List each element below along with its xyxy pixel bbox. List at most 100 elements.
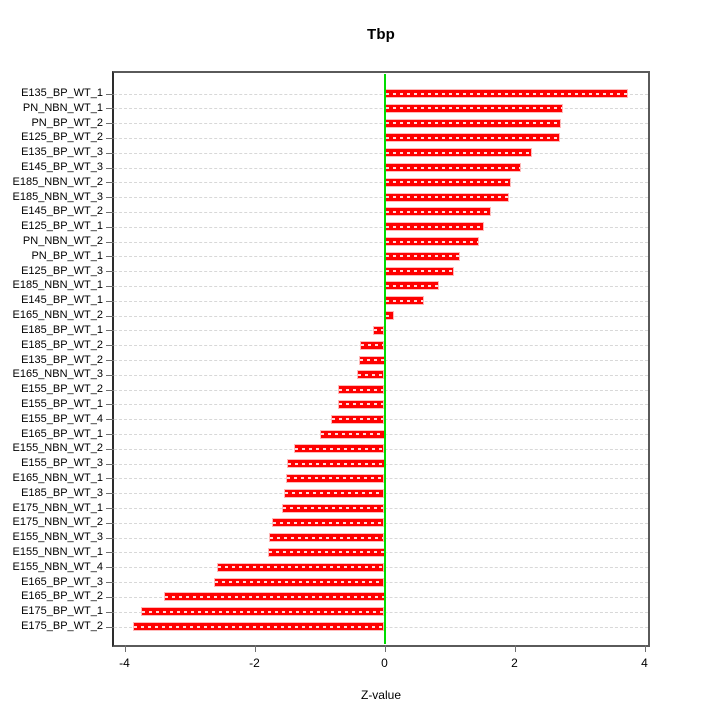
bar — [357, 370, 385, 380]
y-axis-tick — [106, 552, 114, 554]
x-axis-tick — [514, 645, 516, 652]
grid-line — [114, 271, 648, 273]
y-axis-label: E155_BP_WT_1 — [21, 397, 103, 410]
y-axis-label: E135_BP_WT_3 — [21, 146, 103, 159]
bar — [269, 533, 385, 543]
bar — [384, 237, 479, 247]
bar-dash-pattern — [359, 359, 384, 361]
y-axis-label: E185_BP_WT_2 — [21, 338, 103, 351]
grid-line — [114, 211, 648, 213]
y-axis-tick — [106, 434, 114, 436]
y-axis-tick — [106, 493, 114, 495]
y-axis-label: E175_BP_WT_2 — [21, 620, 103, 633]
bar-dash-pattern — [358, 373, 384, 376]
bar — [163, 592, 385, 602]
bar-dash-pattern — [133, 625, 384, 628]
bar — [132, 622, 385, 632]
bar-dash-pattern — [270, 536, 384, 539]
y-axis-label: E145_BP_WT_2 — [21, 205, 103, 218]
bar-dash-pattern — [385, 107, 563, 110]
bar-dash-pattern — [385, 181, 511, 184]
y-axis-tick — [106, 182, 114, 184]
grid-line — [114, 241, 648, 243]
bar-dash-pattern — [385, 210, 491, 213]
bar — [359, 340, 385, 350]
grid-line — [114, 182, 648, 184]
bar — [384, 281, 440, 291]
y-axis-label: E155_NBN_WT_1 — [12, 545, 104, 558]
grid-line — [114, 285, 648, 287]
bar-dash-pattern — [288, 462, 384, 465]
x-axis-tick — [254, 645, 256, 652]
y-axis-tick — [106, 271, 114, 273]
y-axis-tick — [106, 211, 114, 213]
bar-dash-pattern — [373, 329, 384, 332]
bar-dash-pattern — [339, 388, 384, 391]
y-axis-tick — [106, 374, 114, 376]
y-axis-label: E185_BP_WT_1 — [21, 323, 103, 336]
x-axis-tick-label: -2 — [249, 656, 260, 670]
x-axis-tick — [124, 645, 126, 652]
bar — [384, 118, 562, 128]
bar — [384, 163, 521, 173]
y-axis-tick — [106, 537, 114, 539]
bar — [337, 399, 385, 409]
y-axis-label: E165_BP_WT_1 — [21, 427, 103, 440]
y-axis-tick — [106, 508, 114, 510]
y-axis-tick — [106, 330, 114, 332]
bar — [141, 607, 385, 617]
bar-dash-pattern — [385, 299, 424, 302]
x-axis-tick-label: 2 — [511, 656, 518, 670]
y-axis-label: E175_NBN_WT_1 — [12, 501, 104, 514]
y-axis-tick — [106, 389, 114, 391]
grid-line — [114, 123, 648, 125]
grid-line — [114, 256, 648, 258]
y-axis-label: E155_NBN_WT_4 — [12, 560, 104, 573]
y-axis-label: E185_BP_WT_3 — [21, 486, 103, 499]
y-axis-tick — [106, 596, 114, 598]
y-axis-label: E145_BP_WT_1 — [21, 294, 103, 307]
x-axis-tick-label: 4 — [641, 656, 648, 670]
bar — [384, 266, 455, 276]
bar-dash-pattern — [331, 418, 384, 421]
y-axis-tick — [106, 315, 114, 317]
y-axis-label: E165_NBN_WT_3 — [12, 368, 104, 381]
y-axis-tick — [106, 123, 114, 125]
bar-dash-pattern — [142, 610, 384, 613]
grid-line — [114, 315, 648, 317]
y-axis-label: E185_NBN_WT_2 — [12, 175, 104, 188]
bar — [319, 429, 385, 439]
y-axis-tick — [106, 93, 114, 95]
x-axis-tick-label: 0 — [381, 656, 388, 670]
y-axis-label: E125_BP_WT_3 — [21, 264, 103, 277]
y-axis-tick — [106, 108, 114, 110]
bar-dash-pattern — [385, 284, 439, 287]
y-axis-label: E125_BP_WT_1 — [21, 220, 103, 233]
x-axis-tick — [644, 645, 646, 652]
bar-dash-pattern — [285, 492, 384, 495]
bar-dash-pattern — [295, 447, 384, 450]
y-axis-tick — [106, 478, 114, 480]
bar — [384, 296, 425, 306]
y-axis-label: E155_NBN_WT_3 — [12, 531, 104, 544]
y-axis-label: PN_NBN_WT_1 — [22, 101, 103, 114]
chart-title: Tbp — [366, 26, 396, 43]
bar-dash-pattern — [385, 240, 478, 243]
x-axis-tick-label: -4 — [119, 656, 130, 670]
bar — [384, 192, 510, 202]
y-axis-tick — [106, 152, 114, 154]
x-axis-tick — [384, 645, 386, 652]
bar-dash-pattern — [385, 196, 509, 199]
y-axis-label: E155_BP_WT_3 — [21, 457, 103, 470]
y-axis-label: E135_BP_WT_2 — [21, 353, 103, 366]
bar — [214, 577, 385, 587]
zero-reference-line — [383, 74, 386, 644]
bar-dash-pattern — [320, 433, 384, 436]
bar — [358, 355, 385, 365]
bar — [384, 148, 533, 158]
y-axis-tick — [106, 567, 114, 569]
y-axis-label: E165_NBN_WT_1 — [12, 471, 104, 484]
grid-line — [114, 167, 648, 169]
bar — [216, 562, 385, 572]
bar-dash-pattern — [385, 136, 559, 139]
